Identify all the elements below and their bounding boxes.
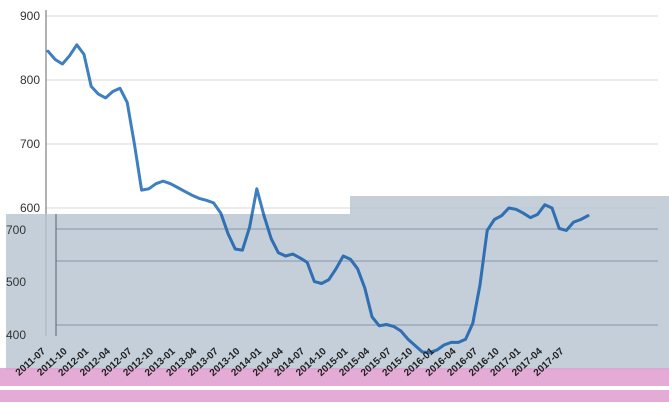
y-tick-label-800: 800 (20, 73, 40, 87)
overlay-band (6, 196, 669, 370)
chart-lower-layer: 700 500 400 (6, 196, 658, 355)
overlay-y-tick-label-400: 400 (6, 328, 26, 342)
overlay-stripe-bottom (0, 390, 669, 402)
overlay-y-tick-label-500: 500 (6, 275, 26, 289)
y-tick-label-900: 900 (20, 9, 40, 23)
series-line-overlay (46, 196, 590, 355)
y-tick-label-700: 700 (20, 137, 40, 151)
y-tick-label-600: 600 (20, 201, 40, 215)
overlay-stripe-top (0, 368, 669, 386)
overlay-y-tick-label-600: 700 (6, 223, 26, 237)
overlay-band-layer (6, 196, 669, 370)
